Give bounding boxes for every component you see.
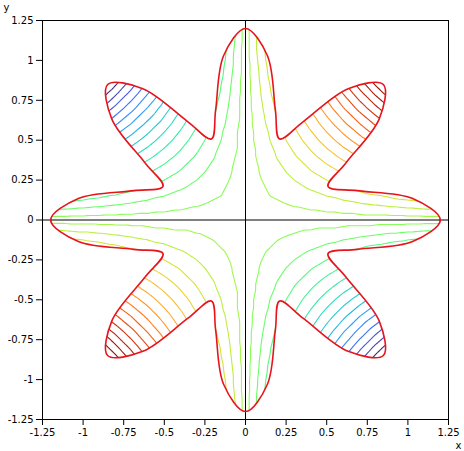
- svg-text:0.75: 0.75: [356, 427, 378, 438]
- svg-text:0.75: 0.75: [11, 95, 33, 106]
- svg-text:x: x: [456, 440, 462, 451]
- svg-text:-1.25: -1.25: [8, 414, 34, 425]
- svg-text:0: 0: [27, 214, 33, 225]
- svg-text:1.25: 1.25: [437, 427, 459, 438]
- svg-text:1: 1: [27, 55, 33, 66]
- svg-text:0.25: 0.25: [275, 427, 297, 438]
- svg-text:1: 1: [405, 427, 411, 438]
- svg-text:-0.5: -0.5: [155, 427, 175, 438]
- svg-text:0.25: 0.25: [11, 174, 33, 185]
- svg-text:0: 0: [242, 427, 248, 438]
- svg-text:0.5: 0.5: [18, 134, 34, 145]
- svg-text:-0.25: -0.25: [192, 427, 218, 438]
- svg-text:-1: -1: [24, 374, 34, 385]
- svg-text:y: y: [4, 2, 10, 13]
- svg-text:-1.25: -1.25: [30, 427, 56, 438]
- svg-text:-0.25: -0.25: [8, 254, 34, 265]
- svg-text:-0.75: -0.75: [8, 334, 34, 345]
- svg-text:-0.5: -0.5: [14, 294, 34, 305]
- svg-text:-0.75: -0.75: [111, 427, 137, 438]
- svg-text:-1: -1: [78, 427, 88, 438]
- svg-text:0.5: 0.5: [319, 427, 335, 438]
- svg-text:1.25: 1.25: [11, 15, 33, 26]
